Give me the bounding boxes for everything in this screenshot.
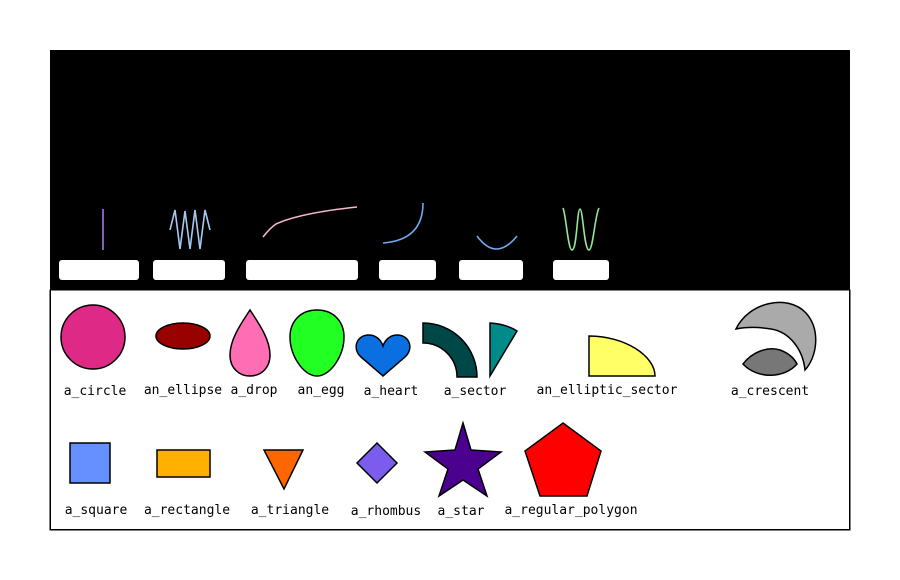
upper-panel xyxy=(50,50,850,290)
sector-shape xyxy=(422,322,478,378)
line-smile-arc xyxy=(476,235,518,250)
egg-shape xyxy=(289,309,345,377)
label-regular-polygon: a_regular_polygon xyxy=(504,503,637,518)
label-box-5 xyxy=(459,260,523,280)
row2-labels: a_square a_rectangle a_triangle a_rhombu… xyxy=(65,503,638,519)
line-rising-curve xyxy=(262,206,358,238)
rhombus-shape xyxy=(355,441,399,485)
square-shape xyxy=(69,442,111,484)
circle-shape xyxy=(60,304,126,370)
line-wave xyxy=(562,207,600,251)
label-elliptic-sector: an_elliptic_sector xyxy=(537,383,678,398)
row1-labels: a_circle an_ellipse a_drop an_egg a_hear… xyxy=(64,383,809,399)
label-rectangle: a_rectangle xyxy=(144,503,230,518)
label-box-2 xyxy=(153,260,225,280)
label-ellipse: an_ellipse xyxy=(144,383,222,398)
crescent-small-shape xyxy=(742,348,798,376)
upper-label-boxes xyxy=(59,260,609,280)
label-crescent: a_crescent xyxy=(731,384,809,399)
outer-border xyxy=(50,50,850,530)
label-triangle: a_triangle xyxy=(251,503,329,518)
heart-shape xyxy=(355,334,411,377)
label-egg: an_egg xyxy=(298,383,345,398)
rectangle-shape xyxy=(156,449,211,478)
label-box-4 xyxy=(379,260,436,280)
line-quarter-arc xyxy=(382,202,424,244)
upper-lines xyxy=(102,202,600,251)
label-box-6 xyxy=(553,260,609,280)
line-zigzag xyxy=(169,209,211,250)
crescent-shape xyxy=(734,301,817,372)
drop-shape xyxy=(229,308,271,377)
label-box-3 xyxy=(246,260,358,280)
label-drop: a_drop xyxy=(231,383,278,398)
triangle-shape xyxy=(262,449,305,491)
label-circle: a_circle xyxy=(64,384,127,399)
label-box-1 xyxy=(59,260,139,280)
label-square: a_square xyxy=(65,503,128,518)
label-star: a_star xyxy=(438,504,485,519)
regular-polygon-shape xyxy=(524,422,602,497)
label-rhombus: a_rhombus xyxy=(351,504,421,519)
label-sector: a_sector xyxy=(444,384,507,399)
ellipse-shape xyxy=(155,322,211,350)
sector-small-shape xyxy=(489,322,519,379)
elliptic-sector-shape xyxy=(588,335,656,377)
star-shape xyxy=(422,420,504,498)
label-heart: a_heart xyxy=(364,384,419,399)
